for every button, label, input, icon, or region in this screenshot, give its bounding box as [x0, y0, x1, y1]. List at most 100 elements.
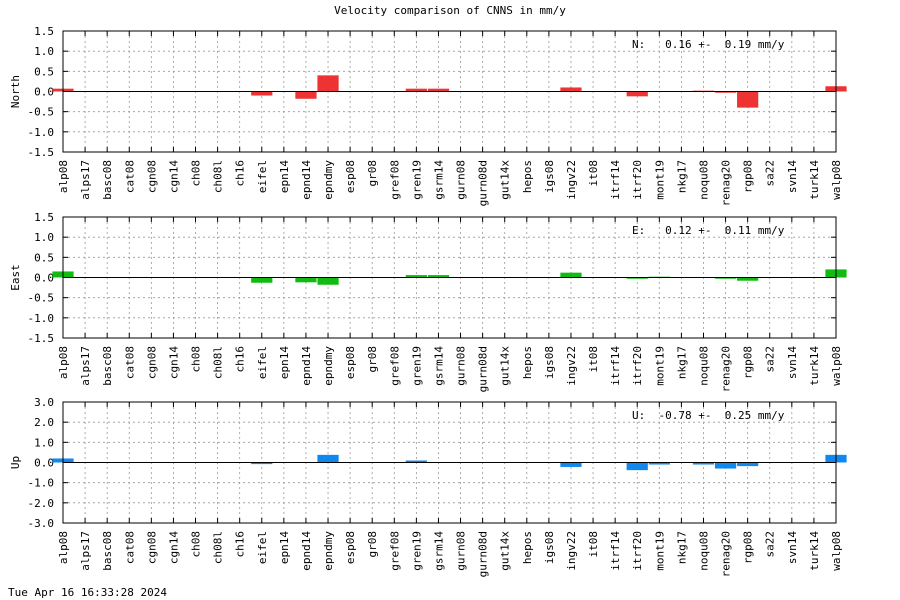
up-bar-epndmy: [317, 454, 339, 463]
east-xtick-label: esp08: [344, 346, 357, 379]
north-xtick-label: it08: [587, 160, 600, 187]
north-bar-ingv22: [560, 87, 582, 92]
east-bar-epndmy: [317, 277, 339, 285]
east-xtick-label: eifel: [256, 346, 269, 379]
north-bar-epndmy: [317, 75, 339, 92]
up-ylabel: Up: [9, 456, 22, 469]
up-xtick-label: alp08: [57, 531, 70, 564]
east-xtick-label: hepos: [521, 346, 534, 379]
east-xtick-label: rgp08: [742, 346, 755, 379]
up-xtick-label: nkg17: [675, 531, 688, 564]
north-plot-border: [62, 30, 837, 153]
north-xtick-label: gren19: [410, 160, 423, 200]
north-xtick-label: itrf14: [609, 160, 622, 200]
north-ytick-label: 0.5: [34, 65, 54, 78]
east-xtick-label: epndmy: [322, 346, 335, 386]
north-xtick-label: alps17: [79, 160, 92, 200]
up-xtick-label: ch08: [190, 531, 203, 558]
east-ytick-label: 1.0: [34, 231, 54, 244]
east-xtick-label: alp08: [57, 346, 70, 379]
up-xtick-label: svn14: [786, 531, 799, 564]
north-xtick-label: itrf20: [631, 160, 644, 200]
up-xtick-label: mont19: [653, 531, 666, 571]
east-xtick-label: walp08: [830, 346, 843, 386]
north-xtick-label: mont19: [653, 160, 666, 200]
up-ytick-label: -3.0: [28, 517, 55, 530]
north-xtick-label: ingv22: [565, 160, 578, 200]
east-xtick-label: epn14: [278, 346, 291, 379]
east-plot-border: [62, 216, 837, 339]
north-bar-eifel: [251, 91, 273, 96]
up-xtick-label: epn14: [278, 531, 291, 564]
up-xtick-label: noqu08: [697, 531, 710, 571]
north-bar-gsrm14: [427, 88, 450, 92]
north-ytick-label: -1.0: [28, 126, 55, 139]
up-xtick-label: itrf14: [609, 531, 622, 571]
north-xtick-label: nkg17: [675, 160, 688, 193]
up-xtick-label: eifel: [256, 531, 269, 564]
north-xtick-label: epndmy: [322, 160, 335, 200]
up-xtick-label: renag20: [720, 531, 733, 577]
east-xtick-label: ch08: [190, 346, 203, 373]
north-xtick-label: cat08: [123, 160, 136, 193]
up-ytick-label: 0.0: [34, 457, 54, 470]
east-xtick-label: noqu08: [697, 346, 710, 386]
north-ytick-label: 0.0: [34, 86, 54, 99]
north-xtick-label: gr08: [366, 160, 379, 187]
east-xtick-label: gurn08d: [477, 346, 490, 392]
up-xtick-label: gut14x: [499, 531, 512, 571]
east-bar-itrf20: [626, 277, 648, 279]
north-xtick-label: sa22: [764, 160, 777, 187]
up-xtick-label: gurn08d: [477, 531, 490, 577]
north-ytick-label: 1.0: [34, 45, 54, 58]
east-xtick-label: itrf20: [631, 346, 644, 386]
up-bar-rgp08: [737, 462, 759, 467]
east-ytick-label: -1.0: [28, 312, 55, 325]
up-xtick-label: igs08: [543, 531, 556, 564]
east-annotation: E: 0.12 +- 0.11 mm/y: [632, 224, 785, 237]
east-xtick-label: cgn14: [167, 346, 180, 379]
east-ytick-label: -1.5: [28, 332, 55, 345]
up-xtick-label: it08: [587, 531, 600, 558]
north-ytick-label: -0.5: [28, 106, 55, 119]
east-ytick-label: 0.5: [34, 251, 54, 264]
east-xtick-label: ch16: [234, 346, 247, 373]
east-bar-gsrm14: [427, 275, 450, 278]
up-bar-itrf20: [626, 462, 648, 471]
east-xtick-label: cgn08: [145, 346, 158, 379]
north-xtick-label: turk14: [808, 160, 821, 200]
up-xtick-label: turk14: [808, 531, 821, 571]
up-xtick-label: alps17: [79, 531, 92, 571]
east-xtick-label: renag20: [720, 346, 733, 392]
up-bar-ingv22: [560, 462, 582, 467]
north-xtick-label: gsrm14: [432, 160, 445, 200]
east-bar-gren19: [405, 275, 427, 278]
up-annotation: U: -0.78 +- 0.25 mm/y: [632, 409, 785, 422]
north-ytick-label: 1.5: [34, 25, 54, 38]
east-xtick-label: gut14x: [499, 346, 512, 386]
east-xtick-label: cat08: [123, 346, 136, 379]
up-xtick-label: ingv22: [565, 531, 578, 571]
east-bar-eifel: [251, 277, 273, 283]
north-xtick-label: epnd14: [300, 160, 313, 200]
east-ytick-label: -0.5: [28, 292, 55, 305]
north-xtick-label: gut14x: [499, 160, 512, 200]
north-bar-rgp08: [737, 91, 759, 108]
north-bar-renag20: [714, 91, 737, 93]
north-xtick-label: cgn14: [167, 160, 180, 193]
up-bar-noqu08: [692, 462, 715, 465]
up-xtick-label: gren19: [410, 531, 423, 571]
east-xtick-label: ingv22: [565, 346, 578, 386]
north-xtick-label: igs08: [543, 160, 556, 193]
up-xtick-label: hepos: [521, 531, 534, 564]
east-xtick-label: gref08: [388, 346, 401, 386]
up-xtick-label: ch08l: [212, 531, 225, 564]
north-bar-itrf20: [626, 91, 648, 97]
up-bar-gren19: [405, 460, 427, 463]
up-ytick-label: 3.0: [34, 396, 54, 409]
up-xtick-label: cgn08: [145, 531, 158, 564]
north-ylabel: North: [9, 75, 22, 108]
north-xtick-label: walp08: [830, 160, 843, 200]
figure-title: Velocity comparison of CNNS in mm/y: [334, 4, 566, 17]
east-bar-ingv22: [560, 272, 582, 278]
